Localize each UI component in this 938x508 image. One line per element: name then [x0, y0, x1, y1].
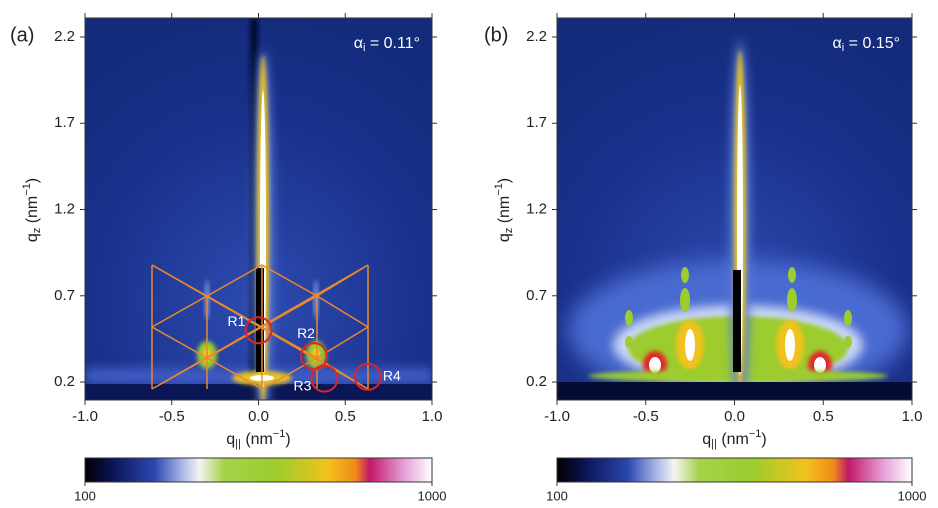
x-axis-label-sup: −1 — [749, 428, 762, 440]
y-tick-label: 1.7 — [54, 114, 75, 131]
colorbar-tick-label: 100 — [546, 488, 568, 503]
annotation-symbol: α — [354, 35, 363, 52]
panel-label: (a) — [10, 24, 34, 46]
colorbar-tick-label: 100 — [74, 488, 96, 503]
x-tick-label: 1.0 — [422, 408, 443, 425]
marker-label: R2 — [297, 325, 315, 341]
y-tick-label: 1.2 — [54, 200, 75, 217]
x-tick-label: 0.5 — [335, 408, 356, 425]
x-axis-label-sup: −1 — [273, 428, 286, 440]
figure: (a)αi = 0.11°-1.0-0.50.00.51.00.20.71.21… — [0, 0, 938, 508]
x-tick-label: -0.5 — [633, 408, 659, 425]
y-axis-label-sup: −1 — [493, 183, 505, 196]
y-tick-label: 0.7 — [54, 287, 75, 304]
marker-label: R1 — [228, 313, 246, 329]
x-axis-label: q|| (nm−1) — [226, 428, 291, 450]
heatmap-image — [557, 18, 912, 420]
y-axis-label-close: ) — [24, 178, 41, 183]
colorbar-tick-label: 1000 — [898, 488, 927, 503]
x-tick-label: -1.0 — [72, 408, 98, 425]
x-tick-label: 0.0 — [724, 408, 745, 425]
x-tick-label: 0.5 — [813, 408, 834, 425]
marker-label: R4 — [383, 368, 401, 384]
heatmap-image — [85, 18, 432, 430]
y-tick-label: 0.2 — [526, 373, 547, 390]
y-tick-label: 2.2 — [54, 28, 75, 45]
y-tick-label: 2.2 — [526, 28, 547, 45]
x-tick-label: 1.0 — [902, 408, 923, 425]
colorbar — [85, 458, 432, 482]
y-axis-label: qz (nm−1) — [21, 178, 43, 242]
y-tick-label: 0.2 — [54, 373, 75, 390]
x-axis-label: q|| (nm−1) — [702, 428, 767, 450]
annotation-text: = 0.11° — [365, 35, 420, 52]
x-tick-label: -0.5 — [159, 408, 185, 425]
annotation-text: = 0.15° — [844, 35, 900, 52]
x-tick-label: 0.0 — [248, 408, 269, 425]
panel-label: (b) — [484, 24, 508, 46]
marker-label: R3 — [293, 377, 311, 393]
y-tick-label: 0.7 — [526, 287, 547, 304]
x-axis-label-main: q — [226, 431, 235, 448]
y-tick-label: 1.7 — [526, 114, 547, 131]
x-axis-label-close: ) — [285, 431, 290, 448]
y-axis-label-main: q — [496, 233, 513, 242]
y-axis-label: qz (nm−1) — [493, 178, 515, 242]
y-axis-label-close: ) — [496, 178, 513, 183]
x-axis-label-main: q — [702, 431, 711, 448]
y-axis-label-main: q — [24, 233, 41, 242]
y-axis-label-unit: (nm — [496, 196, 513, 228]
x-axis-label-unit: (nm — [717, 431, 749, 448]
y-tick-label: 1.2 — [526, 200, 547, 217]
annotation-symbol: α — [833, 35, 842, 52]
x-axis-label-unit: (nm — [241, 431, 273, 448]
x-axis-label-close: ) — [761, 431, 766, 448]
y-axis-label-sup: −1 — [21, 183, 33, 196]
colorbar — [557, 458, 912, 482]
x-tick-label: -1.0 — [544, 408, 570, 425]
y-axis-label-unit: (nm — [24, 196, 41, 228]
colorbar-tick-label: 1000 — [418, 488, 447, 503]
